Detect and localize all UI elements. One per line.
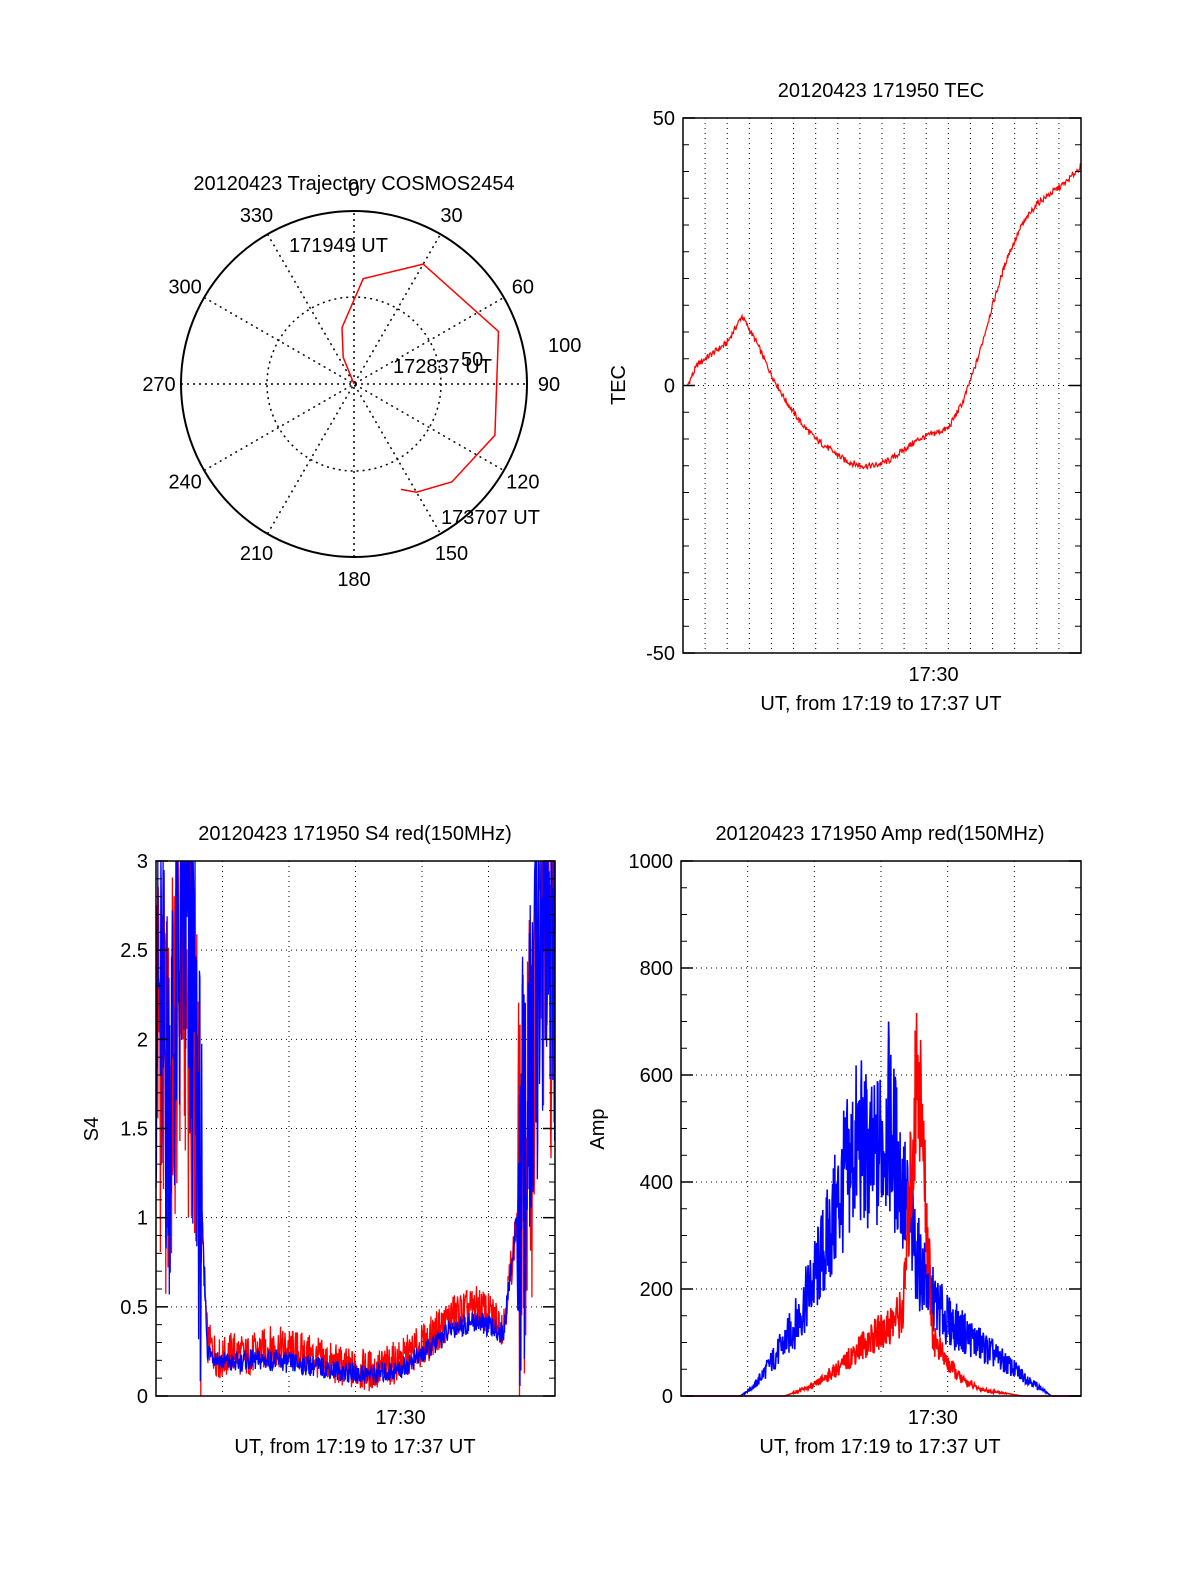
amp-ylabel: Amp — [587, 1108, 609, 1149]
polar-title: 20120423 Trajectory COSMOS2454 — [193, 173, 514, 195]
polar-spoke — [203, 296, 505, 472]
series-line — [155, 860, 556, 1387]
y-tick-label: 0.5 — [120, 1297, 148, 1319]
trajectory-line — [341, 263, 500, 493]
polar-azimuth-label: 180 — [337, 569, 370, 591]
y-tick-label: 1.5 — [120, 1119, 148, 1141]
polar-azimuth-label: 150 — [435, 543, 468, 565]
tec-xlabel: UT, from 17:19 to 17:37 UT — [760, 693, 1001, 715]
polar-ring-label-50: 50 — [461, 349, 483, 371]
polar-azimuth-label: 30 — [440, 205, 462, 227]
y-tick-label: 1 — [137, 1208, 148, 1230]
x-tick-label: 17:30 — [908, 1407, 958, 1429]
tec-chart: 20120423 171950 TEC TEC UT, from 17:19 t… — [608, 80, 1082, 715]
trajectory-mid-label: 172837 UT — [393, 356, 492, 378]
polar-azimuth-label: 300 — [168, 277, 201, 299]
polar-azimuth-label: 270 — [142, 374, 175, 396]
y-tick-label: 0 — [662, 1386, 673, 1408]
y-tick-label: 0 — [137, 1386, 148, 1408]
series-line — [687, 163, 1082, 471]
polar-azimuth-label: 330 — [240, 205, 273, 227]
polar-trajectory-chart: 20120423 Trajectory COSMOS2454 0 30 60 90 12… — [142, 173, 581, 591]
polar-azimuth-label: 210 — [240, 543, 273, 565]
polar-spoke — [266, 233, 442, 535]
polar-azimuth-label: 90 — [538, 374, 560, 396]
y-tick-label: 200 — [640, 1279, 673, 1301]
tec-title: 20120423 171950 TEC — [778, 80, 984, 102]
amp-plot-area: 0 200 400 600 800 1000 17:30 — [629, 851, 1082, 1429]
y-tick-label: 800 — [640, 958, 673, 980]
s4-plot-area: 0 0.5 1 1.5 2 2.5 3 17:30 — [120, 851, 556, 1429]
polar-azimuth-label: 60 — [512, 277, 534, 299]
s4-title: 20120423 171950 S4 red(150MHz) — [198, 823, 512, 845]
y-tick-label: 400 — [640, 1172, 673, 1194]
polar-azimuth-label: 120 — [506, 472, 539, 494]
tec-plot-area: -50 0 50 17:30 — [646, 108, 1082, 686]
y-tick-label: 50 — [653, 108, 675, 130]
polar-spokes — [181, 211, 527, 557]
x-tick-label: 17:30 — [376, 1407, 426, 1429]
y-tick-label: 2 — [137, 1029, 148, 1051]
tec-ylabel: TEC — [608, 365, 630, 405]
polar-azimuth-label: 240 — [168, 472, 201, 494]
series-line — [685, 1012, 1081, 1397]
y-tick-label: 1000 — [629, 851, 674, 873]
y-tick-label: 3 — [137, 851, 148, 873]
series-line — [685, 1021, 1081, 1397]
s4-chart: 20120423 171950 S4 red(150MHz) S4 UT, fr… — [81, 823, 556, 1458]
polar-azimuth-labels: 0 30 60 90 120 150 180 210 240 270 300 330 — [142, 179, 560, 591]
polar-spoke — [203, 296, 505, 472]
y-tick-label: 2.5 — [120, 940, 148, 962]
y-tick-label: 600 — [640, 1065, 673, 1087]
amp-title: 20120423 171950 Amp red(150MHz) — [715, 823, 1044, 845]
trajectory-start-label: 171949 UT — [289, 235, 388, 257]
amp-chart: 20120423 171950 Amp red(150MHz) Amp UT, … — [587, 823, 1082, 1458]
s4-xlabel: UT, from 17:19 to 17:37 UT — [234, 1436, 475, 1458]
y-tick-label: 0 — [664, 376, 675, 398]
trajectory-end-label: 173707 UT — [441, 507, 540, 529]
x-tick-label: 17:30 — [909, 664, 959, 686]
amp-xlabel: UT, from 17:19 to 17:37 UT — [759, 1436, 1000, 1458]
polar-spoke — [266, 233, 442, 535]
s4-ylabel: S4 — [81, 1117, 103, 1141]
y-tick-label: -50 — [646, 643, 675, 665]
polar-azimuth-label: 0 — [348, 179, 359, 201]
polar-ring-label-100: 100 — [548, 335, 581, 357]
